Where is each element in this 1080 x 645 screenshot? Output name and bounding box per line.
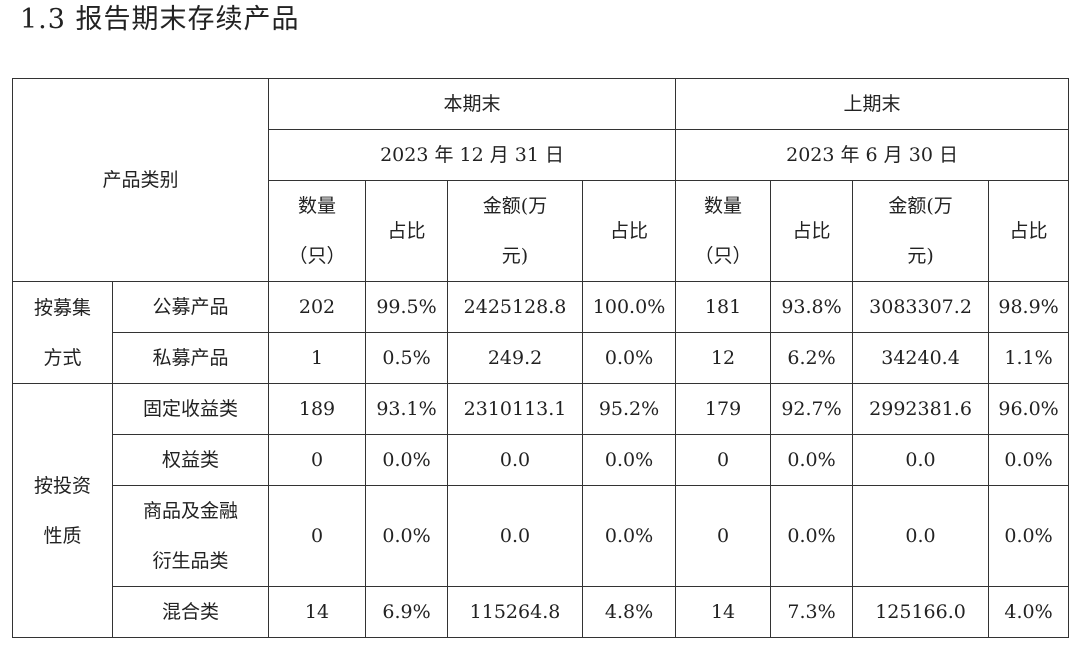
cell-value: 0 xyxy=(268,434,367,486)
amount-header: 金额(万元) xyxy=(852,180,990,282)
cell-value: 1.1% xyxy=(988,332,1070,384)
cell-value: 0.0% xyxy=(582,434,677,486)
cell-value: 92.7% xyxy=(770,383,854,435)
cell-value: 4.0% xyxy=(988,586,1070,638)
cell-value: 14 xyxy=(268,586,367,638)
cell-value: 125166.0 xyxy=(852,586,990,638)
cell-value: 93.1% xyxy=(365,383,449,435)
line: 商品及金融 xyxy=(143,500,239,522)
table-row: 混合类 14 6.9% 115264.8 4.8% 14 7.3% 125166.0 4.0% xyxy=(13,586,1070,638)
line: 公募产品 xyxy=(152,296,229,318)
cell-value: 0 xyxy=(675,434,772,486)
cell-value: 14 xyxy=(675,586,772,638)
cell-value: 0 xyxy=(675,485,772,587)
cell-value: 0.0% xyxy=(988,485,1070,587)
cell-value: 1 xyxy=(268,332,367,384)
cell-value: 0 xyxy=(268,485,367,587)
cell-value: 181 xyxy=(675,281,772,333)
line: （只） xyxy=(288,245,346,267)
cell-value: 2310113.1 xyxy=(447,383,584,435)
line: 混合类 xyxy=(162,601,220,623)
line: 金额(万 xyxy=(888,195,953,217)
cell-value: 2425128.8 xyxy=(447,281,584,333)
cell-value: 202 xyxy=(268,281,367,333)
cell-value: 0.0% xyxy=(770,434,854,486)
group-label: 按投资 性质 xyxy=(12,383,113,638)
cell-value: 0.0% xyxy=(582,332,677,384)
cell-value: 0.0 xyxy=(447,485,584,587)
cell-value: 179 xyxy=(675,383,772,435)
line: 按募集 xyxy=(33,296,91,319)
ratio-header: 占比 xyxy=(365,180,449,282)
cell-value: 0.0 xyxy=(852,434,990,486)
line: 元) xyxy=(501,245,529,267)
cell-value: 98.9% xyxy=(988,281,1070,333)
cell-value: 0.0 xyxy=(447,434,584,486)
cell-value: 0.0% xyxy=(988,434,1070,486)
row-label: 混合类 xyxy=(111,586,270,638)
ratio-header: 占比 xyxy=(988,180,1070,282)
cell-value: 99.5% xyxy=(365,281,449,333)
table-row: 按投资性质 固定收益类 189 93.1% 2310113.1 95.2% 179 92.7%… xyxy=(12,383,1070,638)
line: 数量 xyxy=(298,195,337,217)
row-label: 权益类 xyxy=(111,434,270,486)
line: 固定收益类 xyxy=(143,398,239,420)
table-row: 私募产品 1 0.5% 249.2 0.0% 12 6.2% 34240.4 1.1% xyxy=(13,332,1070,384)
cell-value: 0.0% xyxy=(770,485,854,587)
line: 权益类 xyxy=(162,449,220,471)
cell-value: 6.2% xyxy=(770,332,854,384)
products-table: 产品类别 本期末 上期末 2023 年 12 月 31 日 2023 年 6 月… xyxy=(11,78,1070,638)
line: 衍生品类 xyxy=(152,550,229,572)
previous-period-date: 2023 年 6 月 30 日 xyxy=(675,129,1070,181)
group-label: 按募集 方式 xyxy=(12,281,113,384)
amount-header: 金额(万元) xyxy=(447,180,584,282)
line: 按投资 xyxy=(33,474,91,497)
cell-value: 189 xyxy=(268,383,367,435)
cell-value: 7.3% xyxy=(770,586,854,638)
table-row: 按募集方式 公募产品 202 99.5% 2425128.8 100.0% 181 93.8%… xyxy=(12,281,1070,384)
line: 金额(万 xyxy=(482,195,548,217)
line: 数量 xyxy=(704,195,743,217)
cell-value: 4.8% xyxy=(582,586,677,638)
row-label: 私募产品 xyxy=(111,332,270,384)
cell-value: 0.0% xyxy=(365,434,449,486)
current-period-date: 2023 年 12 月 31 日 xyxy=(268,129,677,181)
row-label: 商品及金融 衍生品类 xyxy=(111,485,270,587)
line: 元) xyxy=(907,245,934,267)
cell-value: 12 xyxy=(675,332,772,384)
line: 私募产品 xyxy=(152,347,229,369)
cell-value: 2992381.6 xyxy=(852,383,990,435)
section-title: 1.3 报告期末存续产品 xyxy=(20,4,300,35)
table-row: 商品及金融 衍生品类 0 0.0% 0.0 0.0% 0 0.0% 0.0 0.0% xyxy=(13,485,1070,587)
count-header: 数量 （只） xyxy=(268,180,367,282)
line: 性质 xyxy=(43,524,82,547)
line: （只） xyxy=(694,245,752,267)
row-label: 固定收益类 xyxy=(111,383,270,435)
cell-value: 100.0% xyxy=(582,281,677,333)
row-label: 公募产品 xyxy=(111,281,270,333)
cell-value: 6.9% xyxy=(365,586,449,638)
cell-value: 34240.4 xyxy=(852,332,990,384)
cell-value: 0.0% xyxy=(582,485,677,587)
cell-value: 3083307.2 xyxy=(852,281,990,333)
cell-value: 0.5% xyxy=(365,332,449,384)
line: 方式 xyxy=(43,346,82,369)
cell-value: 0.0 xyxy=(852,485,990,587)
count-header: 数量 （只） xyxy=(675,180,772,282)
cell-value: 93.8% xyxy=(770,281,854,333)
ratio-header: 占比 xyxy=(770,180,854,282)
category-header: 产品类别 xyxy=(11,78,270,282)
cell-value: 115264.8 xyxy=(447,586,584,638)
cell-value: 249.2 xyxy=(447,332,584,384)
current-period-label: 本期末 xyxy=(268,78,677,130)
cell-value: 96.0% xyxy=(988,383,1070,435)
ratio-header: 占比 xyxy=(582,180,677,282)
table-row: 权益类 0 0.0% 0.0 0.0% 0 0.0% 0.0 0.0% xyxy=(13,434,1070,486)
cell-value: 95.2% xyxy=(582,383,677,435)
cell-value: 0.0% xyxy=(365,485,449,587)
previous-period-label: 上期末 xyxy=(675,78,1070,130)
